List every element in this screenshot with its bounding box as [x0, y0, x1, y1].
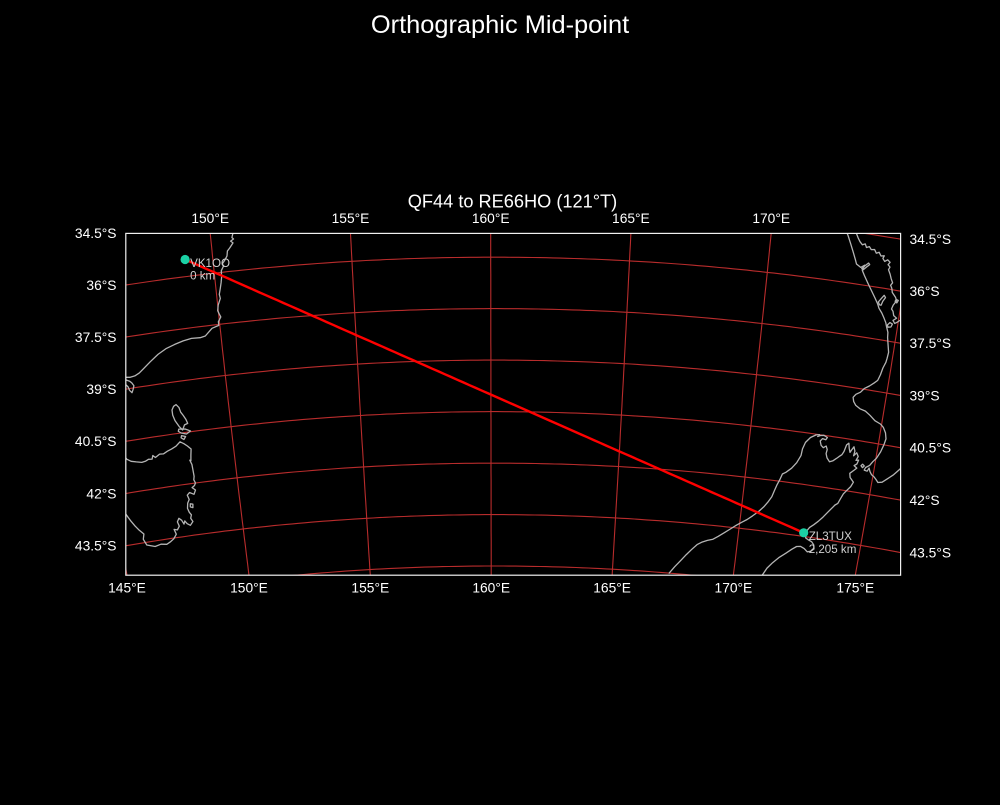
svg-text:150°E: 150°E	[230, 581, 268, 596]
svg-text:160°E: 160°E	[472, 211, 510, 226]
svg-text:43.5°S: 43.5°S	[75, 539, 117, 554]
svg-text:42°S: 42°S	[86, 486, 116, 501]
svg-text:QF44 to RE66HO (121°T): QF44 to RE66HO (121°T)	[408, 192, 617, 212]
svg-text:170°E: 170°E	[752, 211, 790, 226]
svg-text:34.5°S: 34.5°S	[75, 226, 117, 241]
svg-text:39°S: 39°S	[910, 388, 940, 403]
svg-text:165°E: 165°E	[593, 581, 631, 596]
svg-text:165°E: 165°E	[612, 211, 650, 226]
svg-text:160°E: 160°E	[472, 581, 510, 596]
svg-text:39°S: 39°S	[86, 382, 116, 397]
svg-text:40.5°S: 40.5°S	[75, 434, 117, 449]
svg-text:145°E: 145°E	[108, 581, 146, 596]
svg-text:42°S: 42°S	[910, 493, 940, 508]
svg-text:34.5°S: 34.5°S	[910, 232, 952, 247]
svg-text:Orthographic Mid-point: Orthographic Mid-point	[371, 11, 629, 39]
svg-text:43.5°S: 43.5°S	[910, 545, 952, 560]
svg-text:37.5°S: 37.5°S	[75, 330, 117, 345]
svg-text:ZL3TUX: ZL3TUX	[809, 530, 852, 543]
svg-text:37.5°S: 37.5°S	[910, 336, 952, 351]
svg-text:0 km: 0 km	[190, 270, 215, 283]
svg-text:VK1OO: VK1OO	[190, 257, 230, 270]
svg-text:170°E: 170°E	[715, 581, 753, 596]
svg-text:150°E: 150°E	[191, 211, 229, 226]
svg-text:2,205 km: 2,205 km	[809, 543, 857, 556]
svg-text:36°S: 36°S	[86, 278, 116, 293]
svg-text:36°S: 36°S	[910, 284, 940, 299]
svg-text:175°E: 175°E	[836, 581, 874, 596]
svg-text:155°E: 155°E	[351, 581, 389, 596]
svg-text:40.5°S: 40.5°S	[910, 441, 952, 456]
svg-text:155°E: 155°E	[332, 211, 370, 226]
